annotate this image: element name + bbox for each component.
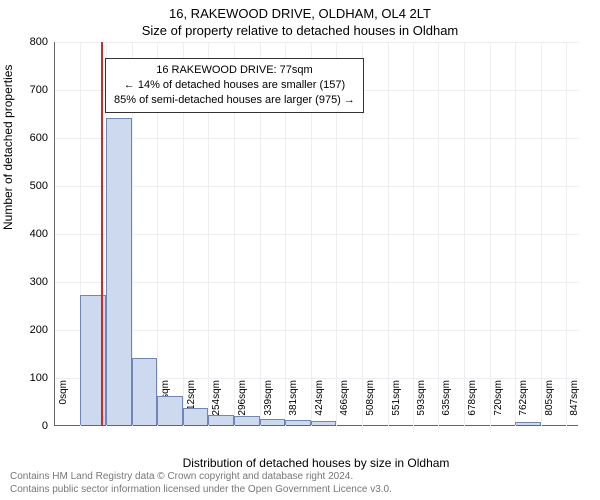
y-tick-label: 600 [8,132,48,144]
histogram-bar [183,408,208,425]
y-gridline [55,282,579,283]
histogram-bar [106,118,131,425]
histogram-bar [285,420,311,425]
histogram-bar [132,358,157,425]
x-tick-label: 720sqm [493,380,504,430]
annotation-box: 16 RAKEWOOD DRIVE: 77sqm← 14% of detache… [105,58,364,113]
page-title-line2: Size of property relative to detached ho… [0,21,600,38]
page-title-line1: 16, RAKEWOOD DRIVE, OLDHAM, OL4 2LT [0,0,600,21]
y-tick-label: 100 [8,372,48,384]
x-tick-label: 805sqm [544,380,555,430]
y-tick-label: 400 [8,228,48,240]
histogram-bar [234,416,260,425]
annotation-line3: 85% of semi-detached houses are larger (… [114,93,355,108]
y-tick-label: 700 [8,84,48,96]
y-gridline [55,186,579,187]
footer-line2: Contains public sector information licen… [10,484,392,497]
x-tick-label: 508sqm [365,380,376,430]
y-tick-label: 300 [8,276,48,288]
property-marker-line [101,42,103,426]
x-gridline [566,42,567,426]
x-axis-label: Distribution of detached houses by size … [54,456,578,470]
x-gridline [464,42,465,426]
annotation-line2: ← 14% of detached houses are smaller (15… [114,78,355,93]
histogram-bar [260,419,285,425]
x-gridline [515,42,516,426]
plot-area: 01002003004005006007008000sqm42sqm85sqm1… [54,42,578,426]
x-tick-label: 551sqm [391,380,402,430]
x-tick-label: 0sqm [58,380,69,430]
y-gridline [55,234,579,235]
histogram-bar [157,396,183,425]
chart-area: 01002003004005006007008000sqm42sqm85sqm1… [54,42,578,426]
x-gridline [541,42,542,426]
x-gridline [438,42,439,426]
footer-line1: Contains HM Land Registry data © Crown c… [10,471,392,484]
x-gridline [490,42,491,426]
x-gridline [413,42,414,426]
y-gridline [55,138,579,139]
histogram-bar [208,415,233,425]
y-gridline [55,42,579,43]
x-tick-label: 593sqm [416,380,427,430]
histogram-bar [311,421,336,425]
y-tick-label: 0 [8,420,48,432]
annotation-line1: 16 RAKEWOOD DRIVE: 77sqm [114,63,355,78]
y-gridline [55,330,579,331]
y-tick-label: 500 [8,180,48,192]
x-tick-label: 678sqm [467,380,478,430]
y-tick-label: 200 [8,324,48,336]
x-tick-label: 466sqm [339,380,350,430]
y-tick-label: 800 [8,36,48,48]
x-tick-label: 635sqm [441,380,452,430]
footer-attribution: Contains HM Land Registry data © Crown c… [10,471,392,496]
x-gridline [388,42,389,426]
x-tick-label: 847sqm [569,380,580,430]
histogram-bar [515,422,541,425]
